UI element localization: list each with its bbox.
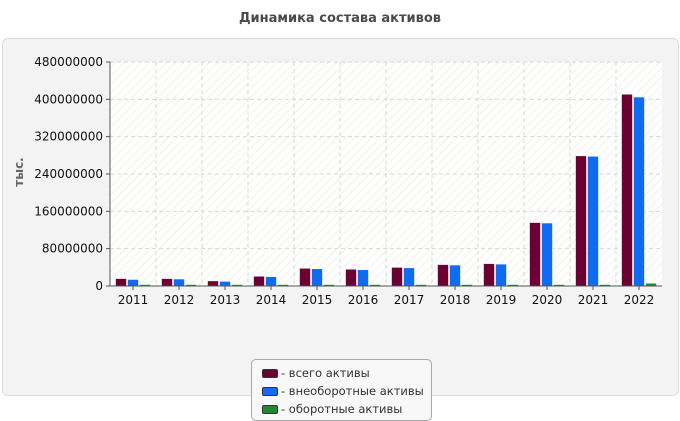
bar-2013-series-2 <box>219 281 231 287</box>
x-tick-label: 2013 <box>210 293 241 307</box>
legend-item: - внеоборотные активы <box>252 382 431 400</box>
x-tick-label: 2014 <box>256 293 287 307</box>
bar-2014-series-1 <box>253 275 265 287</box>
bar-2011-series-1 <box>115 278 127 287</box>
bar-2022-series-2 <box>633 96 645 287</box>
y-axis-label: тыс. <box>12 157 26 186</box>
legend-item: - оборотные активы <box>252 400 431 418</box>
y-tick-label: 0 <box>95 279 103 293</box>
legend-label: - всего активы <box>281 366 370 380</box>
bar-2012-series-2 <box>173 278 185 287</box>
y-tick-label: 480000000 <box>34 55 103 69</box>
legend-label: - внеоборотные активы <box>281 384 424 398</box>
chart-title: Динамика состава активов <box>238 11 442 26</box>
chart-panel: 0 80000000 160000000 240000000 320000000 4000… <box>2 38 679 421</box>
bar-2018-series-1 <box>437 264 449 287</box>
bar-2011-series-2 <box>127 279 139 287</box>
x-tick-label: 2021 <box>578 293 609 307</box>
bar-2019-series-1 <box>483 263 495 287</box>
x-tick-label: 2022 <box>624 293 655 307</box>
legend-swatch <box>262 386 278 396</box>
y-tick-label: 400000000 <box>34 92 103 106</box>
legend: - всего активы - внеоборотные активы - обо… <box>251 359 432 421</box>
bar-2015-series-1 <box>299 267 311 287</box>
x-tick-label: 2017 <box>394 293 425 307</box>
bar-2021-series-2 <box>587 155 599 287</box>
bar-2022-series-1 <box>621 93 633 287</box>
legend-swatch <box>262 404 278 414</box>
bar-2017-series-1 <box>391 267 403 287</box>
y-tick-label: 240000000 <box>34 167 103 181</box>
bar-2014-series-2 <box>265 276 277 287</box>
x-tick-label: 2020 <box>532 293 563 307</box>
x-tick-label: 2016 <box>348 293 379 307</box>
y-tick-label: 160000000 <box>34 204 103 218</box>
bar-2017-series-2 <box>403 267 415 287</box>
x-tick-label: 2018 <box>440 293 471 307</box>
legend-label: - оборотные активы <box>281 402 403 416</box>
bar-2018-series-2 <box>449 264 461 287</box>
bar-2012-series-1 <box>161 278 173 287</box>
x-tick-label: 2011 <box>118 293 149 307</box>
plot-area: 0 80000000 160000000 240000000 320000000 4000… <box>12 55 662 307</box>
y-tick-label: 80000000 <box>42 242 103 256</box>
bar-2020-series-1 <box>529 222 541 287</box>
bar-2015-series-2 <box>311 268 323 287</box>
x-tick-label: 2012 <box>164 293 195 307</box>
bar-2013-series-1 <box>207 280 219 287</box>
legend-swatch <box>262 368 278 378</box>
bar-2021-series-1 <box>575 155 587 287</box>
bar-2020-series-2 <box>541 222 553 287</box>
bar-2016-series-1 <box>345 268 357 287</box>
x-tick-label: 2015 <box>302 293 333 307</box>
bar-2019-series-2 <box>495 263 507 287</box>
y-tick-label: 320000000 <box>34 130 103 144</box>
legend-item: - всего активы <box>252 364 431 382</box>
x-tick-label: 2019 <box>486 293 517 307</box>
bar-2016-series-2 <box>357 269 369 287</box>
